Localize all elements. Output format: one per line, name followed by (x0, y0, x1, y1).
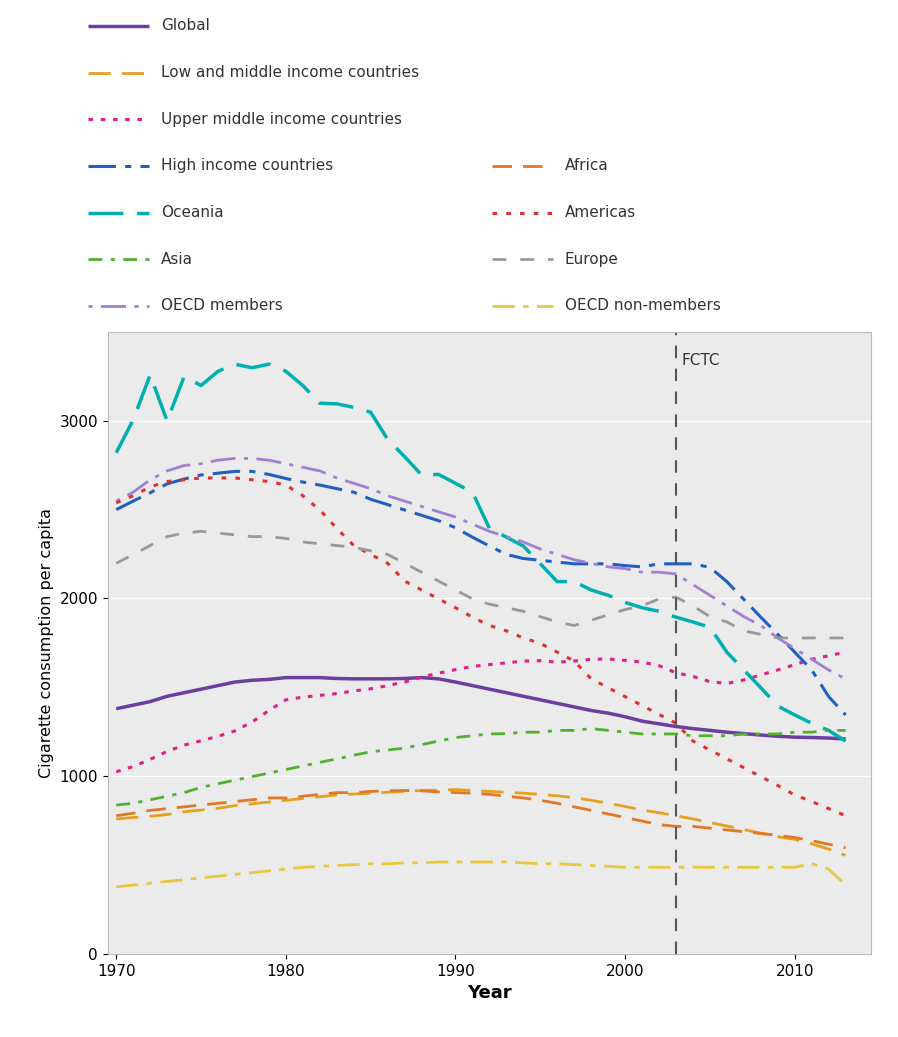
Text: Upper middle income countries: Upper middle income countries (161, 112, 401, 127)
Text: Global: Global (161, 19, 209, 33)
Text: High income countries: High income countries (161, 159, 333, 173)
Text: Asia: Asia (161, 252, 193, 267)
Text: Low and middle income countries: Low and middle income countries (161, 65, 418, 80)
Text: OECD non-members: OECD non-members (565, 299, 721, 313)
Text: OECD members: OECD members (161, 299, 283, 313)
Text: FCTC: FCTC (681, 354, 719, 368)
Text: Europe: Europe (565, 252, 619, 267)
X-axis label: Year: Year (467, 984, 512, 1003)
Text: Africa: Africa (565, 159, 609, 173)
Text: Americas: Americas (565, 205, 636, 220)
Y-axis label: Cigarette consumption per capita: Cigarette consumption per capita (39, 508, 54, 778)
Text: Oceania: Oceania (161, 205, 224, 220)
